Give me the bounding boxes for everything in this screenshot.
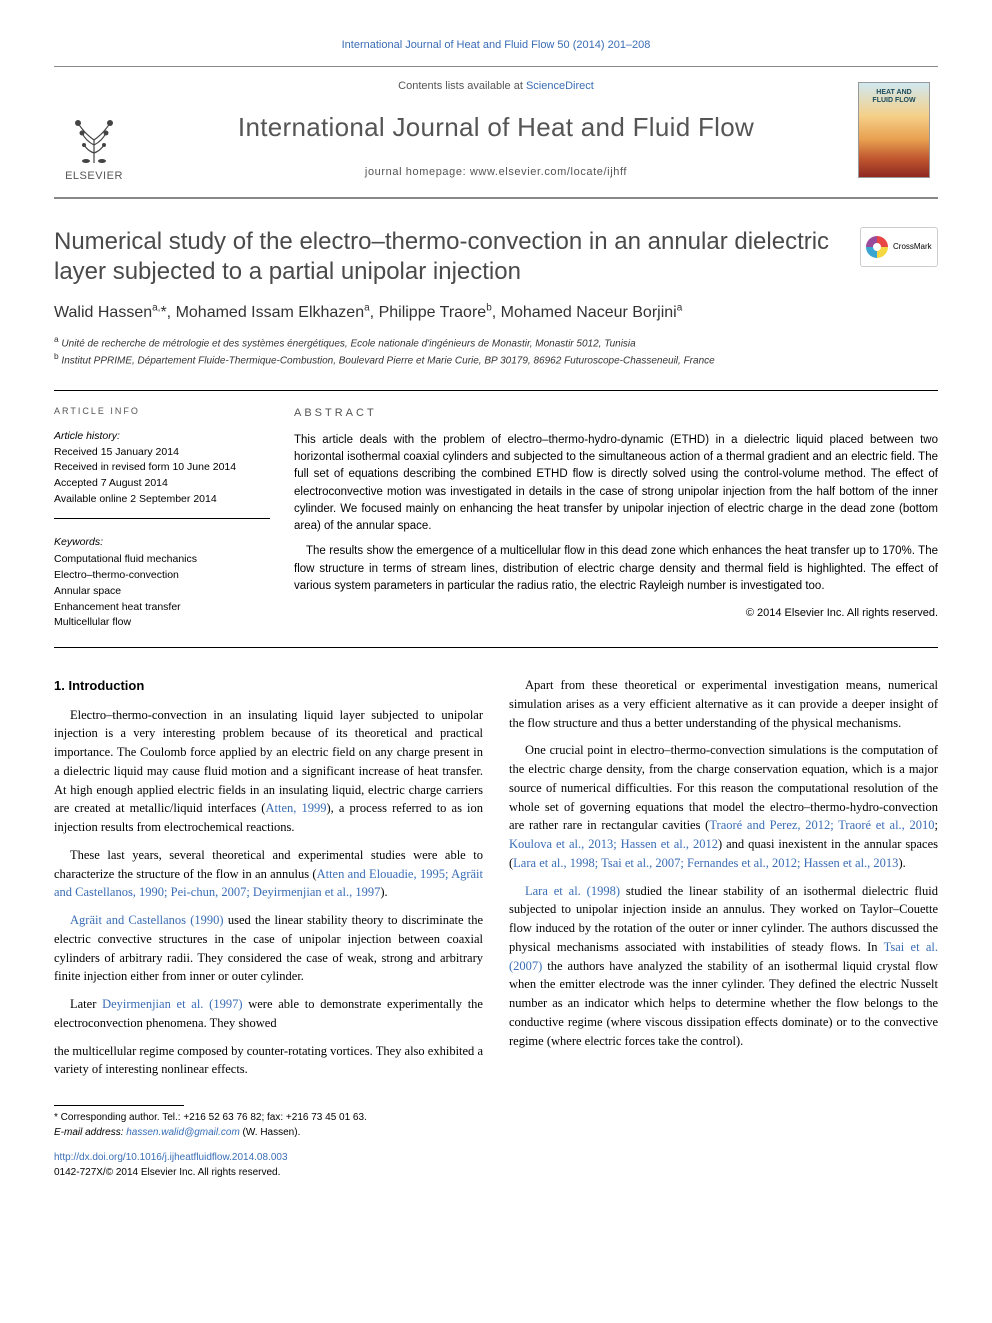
body-p1: Electro–thermo-convection in an insulati… [54, 706, 483, 837]
ref-link[interactable]: Atten, 1999 [265, 801, 326, 815]
contents-prefix: Contents lists available at [398, 80, 526, 92]
publisher-block: ELSEVIER [54, 75, 142, 185]
affiliation-a: Unité de recherche de métrologie et des … [61, 338, 635, 349]
keyword-item: Annular space [54, 584, 270, 600]
abstract-p1: This article deals with the problem of e… [294, 432, 938, 536]
article-info-column: article info Article history: Received 1… [54, 405, 270, 631]
keyword-item: Electro–thermo-convection [54, 568, 270, 584]
keyword-item: Enhancement heat transfer [54, 600, 270, 616]
body-p8: Lara et al. (1998) studied the linear st… [509, 882, 938, 1051]
crossmark-label: CrossMark [893, 241, 932, 253]
contents-line: Contents lists available at ScienceDirec… [150, 79, 842, 95]
crossmark-icon [866, 236, 888, 258]
doi-link[interactable]: http://dx.doi.org/10.1016/j.ijheatfluidf… [54, 1150, 938, 1165]
body-p3: Agräit and Castellanos (1990) used the l… [54, 911, 483, 986]
ref-link[interactable]: Traoré and Perez, 2012; Traoré et al., 2… [709, 818, 934, 832]
abstract-copyright: © 2014 Elsevier Inc. All rights reserved… [294, 605, 938, 622]
article-body: 1. Introduction Electro–thermo-convectio… [54, 676, 938, 1079]
keywords-label: Keywords: [54, 535, 270, 551]
affiliations-block: a Unité de recherche de métrologie et de… [54, 334, 938, 369]
history-received: Received 15 January 2014 [54, 445, 270, 461]
affiliation-b: Institut PPRIME, Département Fluide-Ther… [61, 355, 714, 366]
abstract-p2: The results show the emergence of a mult… [294, 543, 938, 595]
body-p6: Apart from these theoretical or experime… [509, 676, 938, 732]
body-p5: the multicellular regime composed by cou… [54, 1042, 483, 1080]
issn-copyright: 0142-727X/© 2014 Elsevier Inc. All right… [54, 1165, 938, 1180]
abstract-heading: abstract [294, 405, 938, 422]
abstract-column: abstract This article deals with the pro… [294, 405, 938, 631]
cover-label-1: HEAT AND [876, 89, 911, 96]
authors-line: Walid Hassena,*, Mohamed Issam Elkhazena… [54, 301, 938, 324]
history-accepted: Accepted 7 August 2014 [54, 476, 270, 492]
cover-label-2: FLUID FLOW [872, 97, 915, 104]
author-email-link[interactable]: hassen.walid@gmail.com [126, 1127, 240, 1138]
article-info-heading: article info [54, 405, 270, 419]
body-p7: One crucial point in electro–thermo-conv… [509, 741, 938, 872]
ref-link[interactable]: Agräit and Castellanos (1990) [70, 913, 224, 927]
ref-link[interactable]: Lara et al., 1998; Tsai et al., 2007; Fe… [513, 856, 898, 870]
homepage-url[interactable]: www.elsevier.com/locate/ijhff [470, 166, 627, 178]
journal-masthead: ELSEVIER Contents lists available at Sci… [54, 66, 938, 199]
citation-header: International Journal of Heat and Fluid … [54, 38, 938, 54]
email-label: E-mail address: [54, 1127, 126, 1138]
section-1-heading: 1. Introduction [54, 676, 483, 696]
homepage-prefix: journal homepage: [365, 166, 470, 178]
keyword-item: Multicellular flow [54, 615, 270, 631]
body-p4: Later Deyirmenjian et al. (1997) were ab… [54, 995, 483, 1033]
journal-homepage: journal homepage: www.elsevier.com/locat… [150, 165, 842, 181]
ref-link[interactable]: Koulova et al., 2013; Hassen et al., 201… [509, 837, 718, 851]
journal-cover-thumb: HEAT AND FLUID FLOW [858, 82, 930, 178]
email-author-name: (W. Hassen). [240, 1127, 301, 1138]
journal-title: International Journal of Heat and Fluid … [150, 109, 842, 147]
crossmark-badge[interactable]: CrossMark [860, 227, 938, 267]
sciencedirect-link[interactable]: ScienceDirect [526, 80, 594, 92]
keyword-item: Computational fluid mechanics [54, 552, 270, 568]
history-online: Available online 2 September 2014 [54, 492, 270, 508]
ref-link[interactable]: Deyirmenjian et al. (1997) [102, 997, 242, 1011]
elsevier-tree-icon [64, 105, 124, 165]
page-footer: * Corresponding author. Tel.: +216 52 63… [54, 1105, 938, 1180]
body-p2: These last years, several theoretical an… [54, 846, 483, 902]
article-title: Numerical study of the electro–thermo-co… [54, 227, 860, 287]
publisher-name: ELSEVIER [65, 169, 123, 185]
ref-link[interactable]: Lara et al. (1998) [525, 884, 620, 898]
history-revised: Received in revised form 10 June 2014 [54, 460, 270, 476]
corresponding-author: * Corresponding author. Tel.: +216 52 63… [54, 1110, 938, 1125]
history-label: Article history: [54, 429, 270, 445]
